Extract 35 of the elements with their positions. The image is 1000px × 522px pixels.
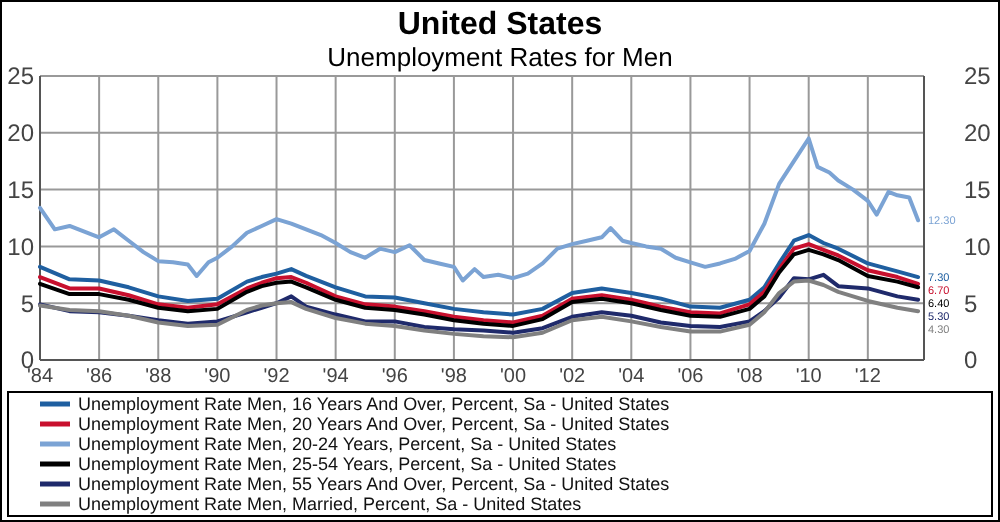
y2-tick-label: 25 bbox=[964, 62, 992, 91]
y2-tick-label: 15 bbox=[964, 176, 992, 204]
x-tick-label: '86 bbox=[86, 366, 114, 388]
y2-tick-label: 0 bbox=[964, 346, 978, 375]
line-series bbox=[38, 136, 921, 283]
x-tick-label: '96 bbox=[381, 366, 409, 388]
y-tick-label: 10 bbox=[7, 232, 35, 261]
x-tick-label: '12 bbox=[854, 366, 882, 388]
legend-label: Unemployment Rate Men, 25-54 Years, Percent, Sa - United States bbox=[78, 454, 618, 475]
y-tick-label: 5 bbox=[20, 289, 35, 318]
x-tick-label: '00 bbox=[500, 366, 527, 388]
chart-title: United States bbox=[397, 8, 603, 42]
y2-tick-label: 5 bbox=[964, 289, 978, 318]
x-tick-label: '10 bbox=[795, 366, 823, 388]
x-tick-label: '98 bbox=[440, 366, 468, 388]
legend-label: Unemployment Rate Men, 55 Years And Over, Percent, Sa - United States bbox=[78, 474, 671, 495]
legend-label: Unemployment Rate Men, Married, Percent, Sa - United States bbox=[78, 494, 583, 515]
legend-label: Unemployment Rate Men, 16 Years And Over, Percent, Sa - United States bbox=[78, 394, 671, 415]
x-tick-label: '92 bbox=[263, 366, 291, 388]
x-tick-label: '08 bbox=[736, 366, 764, 388]
chart-subtitle: Unemployment Rates for Men bbox=[327, 42, 673, 72]
x-tick-label: '84 bbox=[26, 366, 54, 388]
y2-tick-label: 10 bbox=[964, 232, 992, 261]
legend-label: Unemployment Rate Men, 20-24 Years, Percent, Sa - United States bbox=[78, 434, 618, 455]
y-tick-label: 20 bbox=[7, 119, 35, 148]
x-tick-label: '02 bbox=[559, 366, 587, 388]
y-tick-label: 25 bbox=[7, 62, 35, 91]
legend-label: Unemployment Rate Men, 20 Years And Over, Percent, Sa - United States bbox=[78, 414, 671, 435]
y-tick-label: 15 bbox=[7, 176, 35, 204]
x-tick-label: '06 bbox=[677, 366, 705, 388]
y2-tick-label: 20 bbox=[964, 119, 992, 148]
x-tick-label: '88 bbox=[145, 366, 173, 388]
x-tick-label: '04 bbox=[618, 366, 646, 388]
x-tick-label: '94 bbox=[322, 366, 350, 388]
x-tick-label: '90 bbox=[204, 366, 232, 388]
